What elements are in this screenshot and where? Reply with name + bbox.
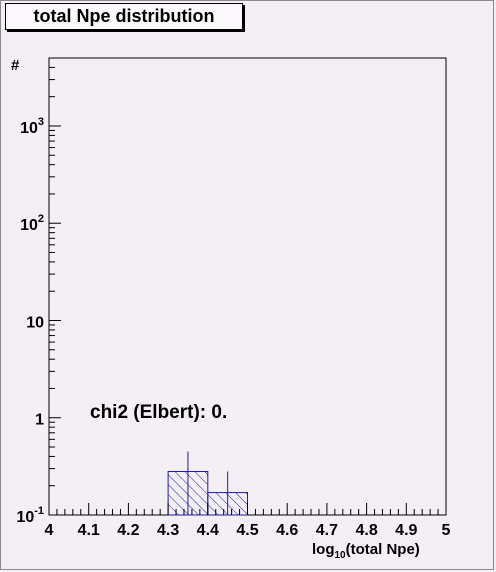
plot-area [48, 57, 447, 516]
x-tick-label: 4.6 [276, 522, 298, 539]
y-tick-label: 103 [20, 116, 44, 137]
annotation-text: chi2 (Elbert): 0. [90, 402, 227, 423]
x-ticks-group: 4 4.1 4.2 4.3 4.4 4.5 4.6 4.7 4.8 4.9 5 [45, 503, 451, 539]
chart-title: total Npe distribution [5, 3, 243, 30]
x-tick-label: 4.8 [355, 522, 377, 539]
x-tick-label: 4.5 [236, 522, 258, 539]
x-axis-label-sub: 10 [335, 550, 347, 561]
bars-group [167, 451, 249, 516]
x-axis-label: log10(total Npe) [312, 541, 420, 561]
x-tick-label: 4 [45, 522, 54, 539]
x-tick-label: 4.1 [78, 522, 100, 539]
x-axis-label-rest: (total Npe) [346, 541, 420, 558]
y-ticks-group: 10-1 1 10 102 103 [16, 57, 61, 526]
x-tick-label: 4.9 [395, 522, 417, 539]
x-tick-label: 4.4 [197, 522, 219, 539]
y-tick-label: 102 [20, 213, 44, 234]
x-tick-label: 4.7 [316, 522, 338, 539]
x-tick-label: 4.3 [157, 522, 179, 539]
y-tick-label: 10-1 [16, 505, 44, 526]
x-tick-label: 4.2 [117, 522, 139, 539]
y-axis-label: # [11, 57, 20, 74]
y-tick-label: 10 [26, 314, 44, 331]
y-tick-label: 1 [35, 412, 44, 429]
x-axis-label-main: log [312, 541, 335, 558]
x-tick-label: 5 [442, 522, 451, 539]
